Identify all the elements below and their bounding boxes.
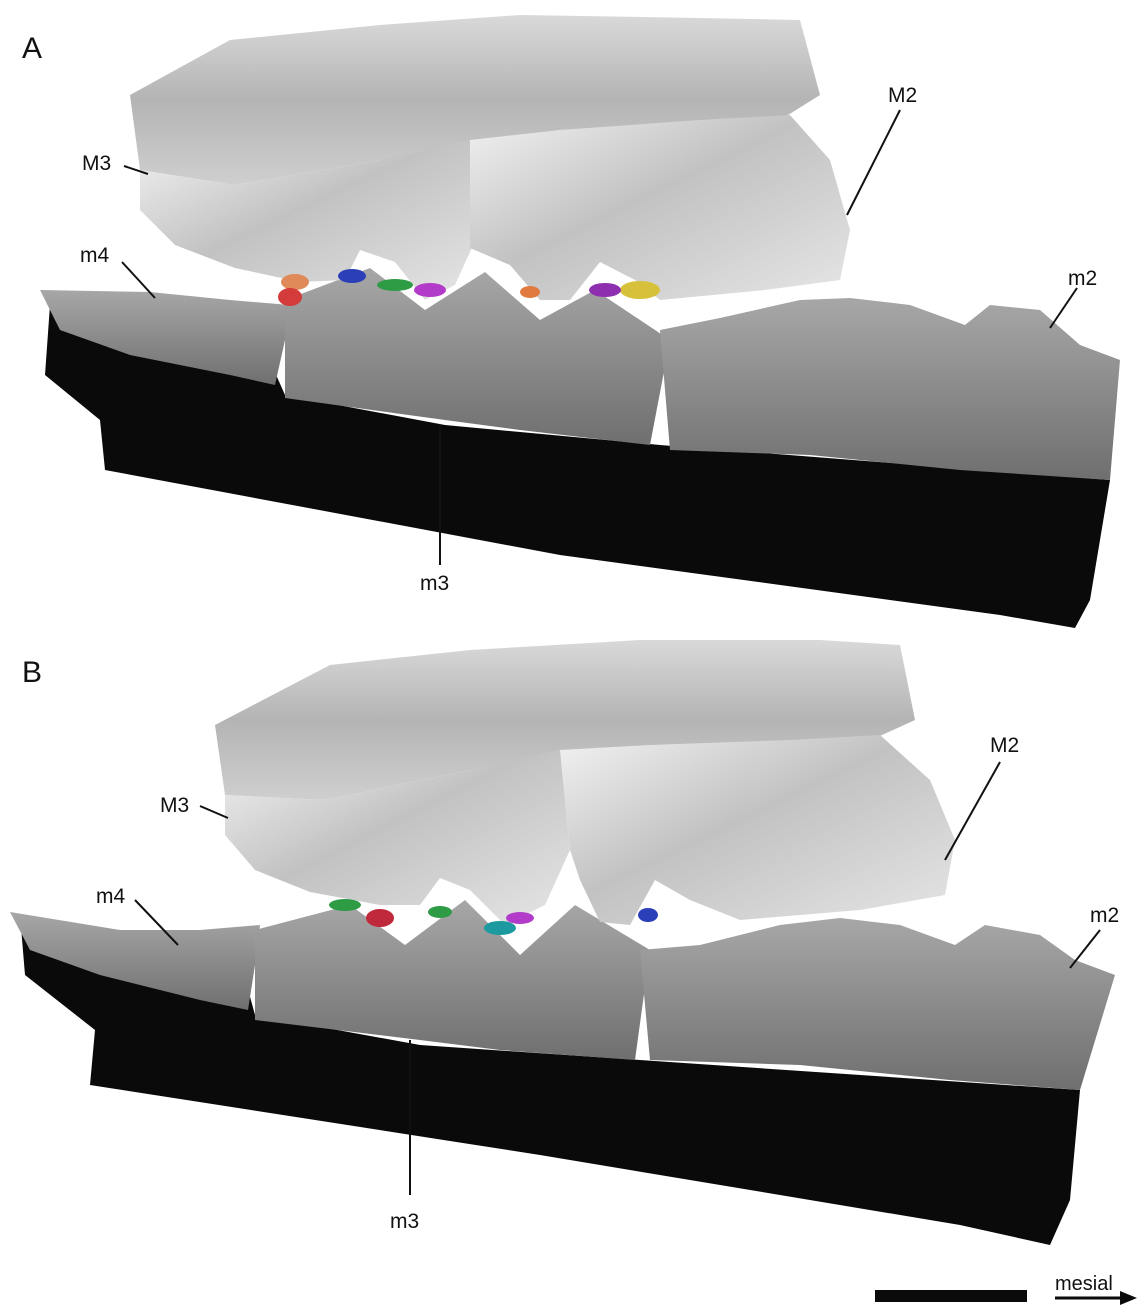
scale-and-orientation: mesial — [875, 1273, 1137, 1305]
leader-line — [1069, 929, 1101, 969]
lower-tooth-m4 — [40, 290, 290, 385]
lower-jaw-section — [20, 915, 1080, 1245]
lower-tooth-m2 — [640, 918, 1115, 1090]
contact-patch — [329, 899, 361, 911]
label-M3: M3 — [82, 152, 111, 175]
label-M2: M2 — [990, 734, 1019, 757]
contact-patch — [366, 909, 394, 927]
contact-patch — [484, 921, 516, 935]
contact-patch — [638, 908, 658, 922]
contact-patch — [520, 286, 540, 298]
label-M2: M2 — [888, 84, 917, 107]
upper-tooth-m2-crown — [560, 735, 955, 925]
label-m4: m4 — [80, 244, 109, 267]
panel-a: A M3 — [22, 15, 1120, 628]
upper-maxilla — [130, 15, 820, 185]
lower-tooth-m3 — [255, 900, 650, 1060]
label-m2: m2 — [1068, 267, 1097, 290]
leader-line — [121, 261, 156, 299]
occlusal-contacts — [329, 899, 658, 935]
contact-patch — [278, 288, 302, 306]
upper-tooth-m2-crown — [470, 115, 850, 300]
panel-letter: A — [22, 32, 42, 65]
right-arrow-icon — [1120, 1291, 1137, 1305]
contact-patch — [338, 269, 366, 283]
orientation-label: mesial — [1055, 1273, 1113, 1295]
lower-tooth-m4 — [10, 912, 260, 1010]
leader-line — [199, 805, 229, 819]
panel-b: B M3 M2 — [10, 640, 1119, 1245]
lower-tooth-m3 — [285, 268, 670, 445]
label-M3: M3 — [160, 794, 189, 817]
label-m3: m3 — [390, 1210, 419, 1233]
contact-patch — [414, 283, 446, 297]
scale-bar — [875, 1290, 1027, 1302]
panel-letter: B — [22, 656, 42, 689]
contact-patch — [589, 283, 621, 297]
upper-tooth-m3-crown — [140, 140, 480, 300]
contact-patch — [620, 281, 660, 299]
lower-tooth-m2 — [660, 298, 1120, 480]
contact-patch — [377, 279, 413, 291]
contact-patch — [428, 906, 452, 918]
label-m4: m4 — [96, 885, 125, 908]
contact-patch — [506, 912, 534, 924]
contact-patch — [281, 274, 309, 290]
leader-line — [134, 899, 179, 946]
label-m3: m3 — [420, 572, 449, 595]
lower-jaw-section — [45, 305, 1110, 628]
leader-line — [123, 165, 149, 175]
upper-tooth-m3-crown — [225, 750, 570, 925]
leader-line — [846, 109, 901, 216]
label-m2: m2 — [1090, 904, 1119, 927]
leader-line — [944, 761, 1001, 861]
upper-maxilla — [215, 640, 915, 800]
occlusal-contacts — [278, 269, 660, 306]
leader-line — [1049, 287, 1078, 329]
